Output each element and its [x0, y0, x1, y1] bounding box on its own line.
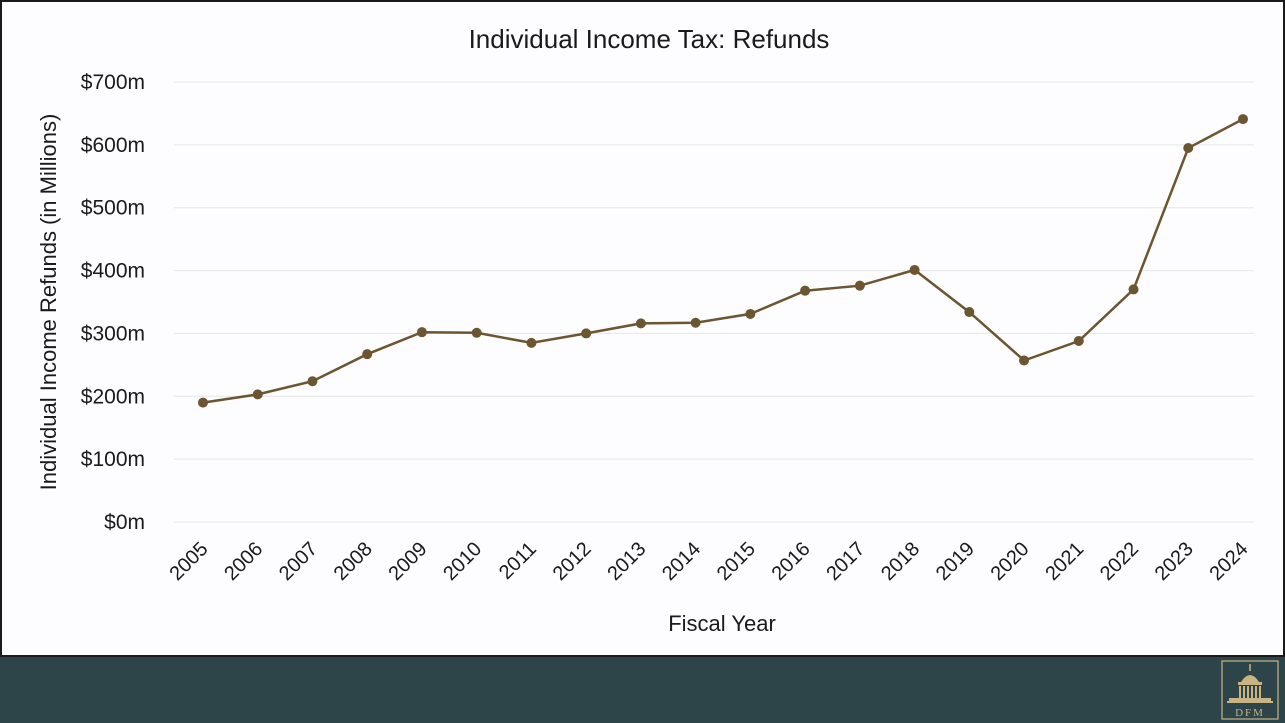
x-axis-label: Fiscal Year [668, 611, 776, 636]
y-tick-label: $600m [81, 134, 145, 157]
data-point [1238, 114, 1248, 125]
y-tick-label: $200m [81, 385, 145, 408]
data-point [362, 349, 373, 360]
data-point [307, 376, 318, 387]
x-tick-label: 2011 [495, 538, 541, 584]
data-point [198, 397, 208, 408]
x-tick-labels: 2005 2006 2007 2008 2009 2010 2011 2012 2013 2014… [166, 538, 1253, 585]
data-point [635, 318, 646, 329]
y-tick-label: $300m [81, 322, 145, 345]
data-point [1073, 335, 1084, 346]
data-point [854, 280, 865, 291]
data-points [198, 114, 1248, 408]
data-point [252, 389, 263, 400]
x-tick-label: 2014 [658, 538, 705, 585]
y-tick-labels: $0m $100m $200m $300m $400m $500m $600m $700m [81, 71, 145, 534]
y-tick-label: $0m [104, 511, 145, 534]
data-point [800, 285, 811, 296]
x-tick-label: 2015 [713, 538, 760, 585]
x-tick-label: 2021 [1041, 538, 1088, 585]
x-tick-label: 2016 [768, 538, 815, 585]
x-tick-label: 2009 [384, 538, 431, 585]
data-point [1183, 143, 1194, 153]
data-point [1019, 355, 1030, 366]
x-tick-label: 2018 [877, 538, 924, 585]
footer-bar [0, 655, 1285, 723]
x-tick-label: 2022 [1096, 538, 1143, 585]
dfm-logo: DFM [1221, 660, 1279, 720]
line-chart: Individual Income Tax: Refunds $0m$100m$… [36, 24, 1254, 636]
chart-title: Individual Income Tax: Refunds [469, 24, 830, 54]
x-tick-label: 2006 [220, 538, 267, 585]
x-tick-label: 2020 [987, 538, 1034, 585]
x-tick-label: 2008 [330, 538, 377, 585]
grid-lines [174, 81, 1254, 523]
data-point [690, 317, 701, 328]
y-axis-label: Individual Income Refunds (in Millions) [36, 114, 61, 491]
logo-text: DFM [1235, 707, 1265, 719]
y-tick-label: $700m [81, 71, 145, 94]
data-point [526, 337, 537, 348]
x-tick-label: 2005 [166, 538, 213, 585]
y-tick-label: $500m [81, 197, 145, 220]
x-tick-label: 2024 [1206, 538, 1253, 585]
data-point [471, 327, 482, 338]
x-tick-label: 2013 [603, 538, 650, 585]
x-tick-label: 2023 [1151, 538, 1198, 585]
data-point [909, 264, 920, 275]
data-point [745, 308, 756, 319]
data-point [581, 328, 592, 339]
x-tick-label: 2019 [932, 538, 979, 585]
y-tick-label: $100m [81, 448, 145, 471]
data-point [416, 327, 427, 338]
y-tick-label: $400m [81, 260, 145, 283]
x-tick-label: 2017 [822, 538, 869, 585]
series-line [202, 117, 1244, 404]
data-point [964, 307, 975, 318]
x-tick-label: 2012 [549, 538, 596, 585]
x-tick-label: 2010 [439, 538, 486, 585]
data-point [1128, 284, 1139, 295]
x-tick-label: 2007 [275, 538, 322, 585]
